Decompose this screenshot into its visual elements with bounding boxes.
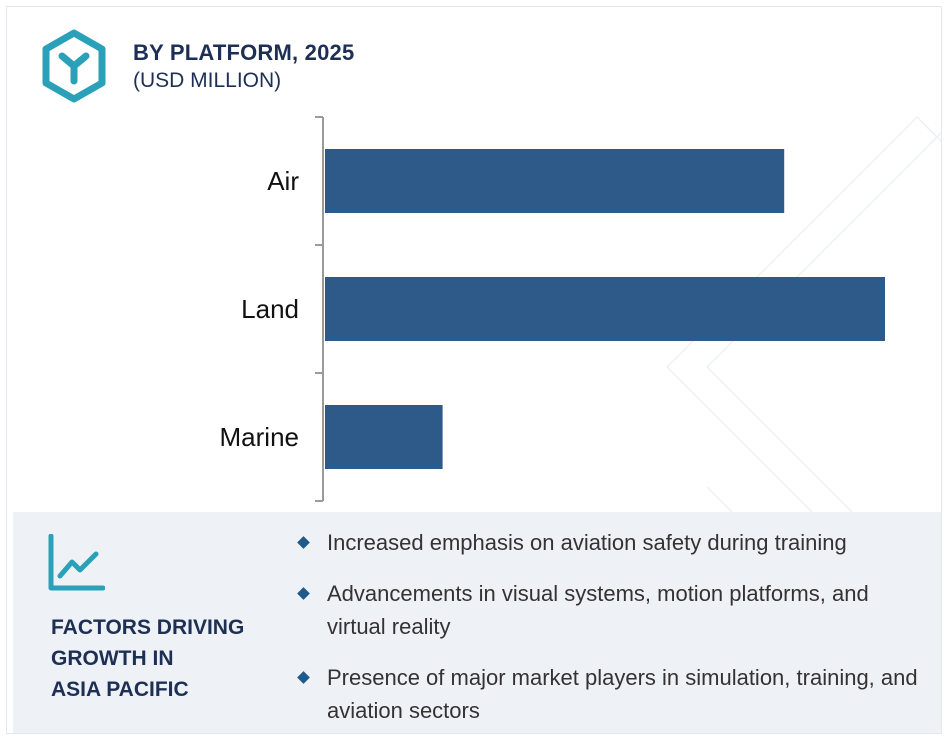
list-item: Increased emphasis on aviation safety du… [295, 526, 925, 559]
category-label: Land [241, 294, 299, 324]
diamond-bullet-icon [297, 536, 310, 549]
factors-list: Increased emphasis on aviation safety du… [295, 526, 925, 733]
factors-panel: FACTORS DRIVING GROWTH IN ASIA PACIFIC I… [13, 512, 941, 733]
chart-title: BY PLATFORM, 2025 [133, 40, 355, 65]
chart-subtitle: (USD MILLION) [133, 69, 282, 92]
list-item: Presence of major market players in simu… [295, 661, 925, 727]
list-item-text: Advancements in visual systems, motion p… [327, 581, 869, 639]
trend-chart-icon [48, 534, 105, 591]
bar-chart: Air Land Marine [220, 116, 885, 502]
bar-land [325, 277, 885, 341]
factors-title-line: FACTORS DRIVING [51, 616, 245, 639]
category-label: Marine [220, 422, 299, 452]
hexagon-logo-icon [42, 29, 106, 103]
diamond-bullet-icon [297, 671, 310, 684]
list-item-text: Presence of major market players in simu… [327, 665, 918, 723]
bar-air [325, 149, 785, 213]
bar-marine [325, 405, 443, 469]
factors-title: FACTORS DRIVING GROWTH IN ASIA PACIFIC [51, 612, 244, 705]
infographic-card: BY PLATFORM, 2025 (USD MILLION) Air Land M… [6, 6, 942, 734]
factors-title-line: GROWTH IN [51, 647, 174, 670]
factors-title-line: ASIA PACIFIC [51, 678, 189, 701]
category-label: Air [267, 166, 299, 196]
diamond-bullet-icon [297, 587, 310, 600]
list-item: Advancements in visual systems, motion p… [295, 577, 925, 643]
list-item-text: Increased emphasis on aviation safety du… [327, 530, 847, 555]
